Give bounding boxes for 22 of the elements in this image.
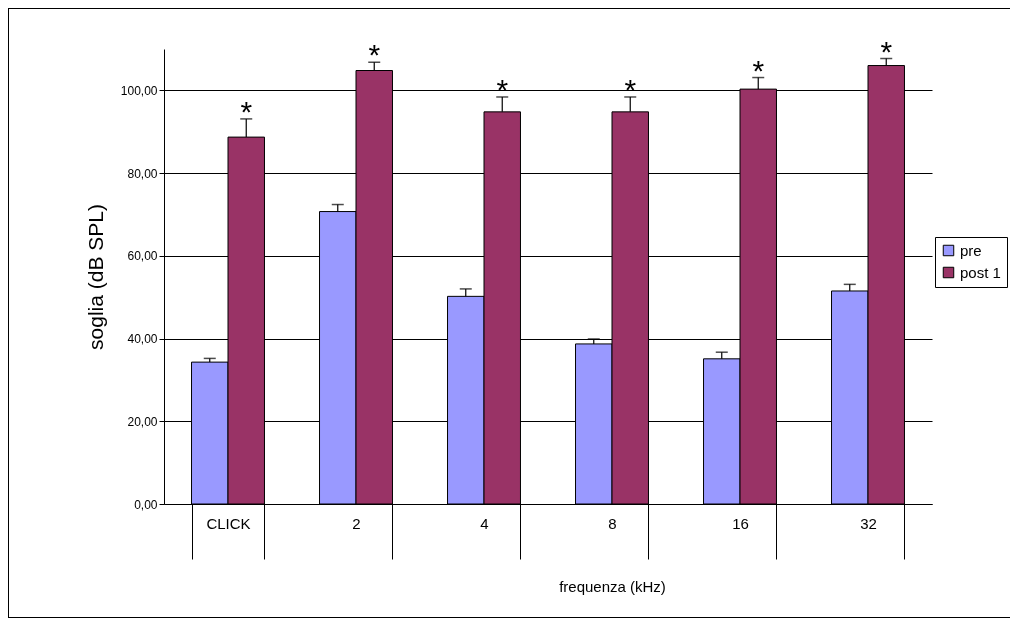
annotation: * [496, 72, 509, 106]
annotation: * [368, 38, 381, 72]
annotation: * [240, 94, 253, 128]
x-tick-label: CLICK [206, 514, 251, 532]
legend-label: pre [960, 241, 982, 259]
x-tick-label: 32 [860, 514, 877, 532]
x-tick-label: 2 [352, 514, 361, 532]
y-tick-label: 0,00 [134, 497, 158, 512]
y-axis-title: soglia (dB SPL) [83, 204, 107, 350]
annotation: * [880, 34, 893, 68]
annotation: * [752, 53, 765, 87]
y-tick-label: 60,00 [127, 249, 158, 264]
y-tick-label: 20,00 [127, 414, 158, 429]
y-tick-label: 40,00 [127, 332, 158, 347]
x-axis-title: frequenza (kHz) [559, 577, 666, 595]
y-tick-label: 100,00 [120, 83, 158, 98]
x-tick-label: 4 [480, 514, 489, 532]
x-tick-label: 8 [608, 514, 617, 532]
annotation: * [624, 72, 637, 106]
x-tick-label: 16 [732, 514, 749, 532]
legend-label: post 1 [960, 263, 1001, 281]
y-tick-label: 80,00 [127, 166, 158, 181]
